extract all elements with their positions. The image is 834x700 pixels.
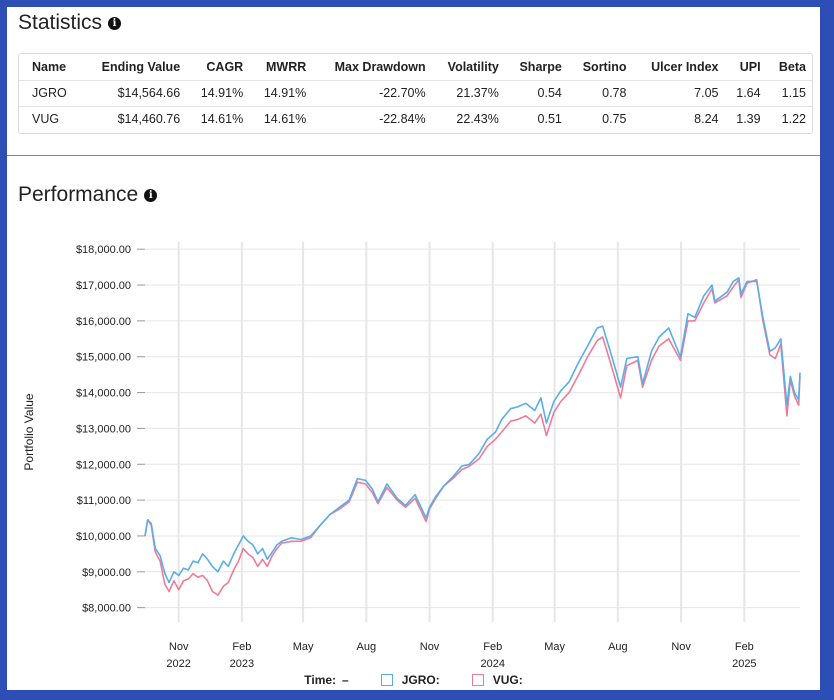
series-line-vug: [144, 278, 801, 596]
statistics-table-box: Name Ending Value CAGR MWRR Max Drawdown Vola…: [18, 53, 813, 134]
column-header[interactable]: CAGR: [206, 59, 244, 74]
table-cell: 0.51: [504, 105, 568, 132]
y-tick-label: $10,000.00: [76, 531, 131, 543]
y-tick-label: $11,000.00: [77, 495, 131, 507]
table-header-row: Name Ending Value CAGR MWRR Max Drawdown Vola…: [19, 54, 812, 80]
performance-title: Performance: [18, 183, 139, 206]
table-cell: 1.39: [724, 105, 767, 132]
table-cell: 0.75: [567, 105, 633, 132]
column-header[interactable]: Sharpe: [519, 59, 562, 74]
column-header[interactable]: Volatility: [447, 59, 499, 74]
table-cell: 14.91%: [249, 79, 313, 106]
table-body: JGRO $14,564.66 14.91% 14.91% -22.70% 21.37% 0…: [19, 79, 812, 132]
x-tick-year-label: 2022: [166, 658, 190, 667]
performance-chart[interactable]: Nov 2022 Feb 2023 May Aug Nov Feb 2024 May Aug Nov F…: [7, 222, 820, 667]
legend-vug-label[interactable]: VUG:: [492, 673, 523, 687]
legend-jgro-swatch[interactable]: [380, 674, 393, 686]
column-header[interactable]: Sortino: [582, 59, 627, 74]
statistics-header: Statistics i: [18, 11, 122, 35]
table-cell: 21.37%: [431, 79, 505, 106]
info-icon[interactable]: i: [144, 188, 158, 202]
table-cell: $14,460.76: [81, 105, 187, 132]
statistics-table: Name Ending Value CAGR MWRR Max Drawdown Vola…: [19, 54, 812, 132]
table-cell: 0.78: [567, 79, 633, 106]
x-tick-label: Feb: [483, 641, 502, 653]
table-cell: 1.64: [724, 79, 767, 106]
row-name-cell: VUG: [19, 105, 82, 132]
x-tick-label: Aug: [357, 641, 377, 653]
x-tick-label: Aug: [608, 641, 628, 653]
table-row: VUG $14,460.76 14.61% 14.61% -22.84% 22.43% 0.…: [19, 105, 812, 132]
column-header[interactable]: Beta: [778, 59, 806, 74]
column-header[interactable]: Ending Value: [101, 59, 181, 74]
performance-header: Performance i: [18, 183, 158, 207]
series-line-jgro: [144, 277, 801, 584]
y-tick-label: $9,000.00: [82, 567, 131, 579]
legend-jgro-label[interactable]: JGRO:: [401, 673, 440, 687]
table-cell: 14.61%: [186, 105, 250, 132]
x-tick-label: May: [544, 641, 565, 653]
table-row: JGRO $14,564.66 14.91% 14.91% -22.70% 21.37% 0…: [19, 79, 812, 106]
y-tick-label: $13,000.00: [76, 423, 131, 435]
table-cell: 0.54: [504, 79, 568, 106]
column-header[interactable]: Ulcer Index: [651, 59, 719, 74]
chart-legend: Time: – JGRO: VUG:: [7, 673, 820, 687]
table-cell: 1.15: [766, 79, 812, 106]
x-tick-year-label: 2023: [230, 658, 254, 667]
table-cell: 14.91%: [186, 79, 250, 106]
x-tick-label: Nov: [420, 641, 440, 653]
column-header[interactable]: MWRR: [265, 59, 307, 74]
x-tick-label: Nov: [169, 641, 189, 653]
y-tick-label: $18,000.00: [76, 244, 131, 256]
x-tick-label: Nov: [671, 641, 691, 653]
main-panel: Statistics i Name Ending Value CAGR MWRR Max…: [7, 7, 820, 690]
table-cell: -22.84%: [312, 105, 432, 132]
table-cell: $14,564.66: [81, 79, 187, 106]
table-cell: 14.61%: [249, 105, 313, 132]
y-tick-label: $15,000.00: [76, 352, 131, 364]
table-cell: 1.22: [766, 105, 812, 132]
legend-time-value: –: [342, 673, 349, 687]
y-tick-label: $12,000.00: [76, 459, 131, 471]
x-tick-year-label: 2025: [732, 658, 756, 667]
y-tick-label: $17,000.00: [76, 280, 131, 292]
y-axis-label: Portfolio Value: [22, 393, 36, 470]
x-tick-label: Feb: [232, 641, 251, 653]
x-tick-label: May: [293, 641, 314, 653]
table-cell: -22.70%: [312, 79, 432, 106]
table-cell: 22.43%: [431, 105, 505, 132]
y-tick-label: $16,000.00: [76, 316, 131, 328]
x-tick-year-label: 2024: [481, 658, 505, 667]
legend-vug-swatch[interactable]: [471, 674, 484, 686]
row-name-cell: JGRO: [19, 79, 82, 106]
y-tick-label: $14,000.00: [76, 388, 131, 400]
info-icon[interactable]: i: [108, 16, 122, 30]
column-header[interactable]: UPI: [739, 59, 761, 74]
section-divider: [7, 155, 820, 156]
legend-time-label: Time:: [304, 673, 337, 687]
table-cell: 7.05: [632, 79, 725, 106]
statistics-title: Statistics: [18, 11, 103, 34]
column-header[interactable]: Name: [32, 59, 67, 74]
x-tick-label: Feb: [735, 641, 754, 653]
table-cell: 8.24: [632, 105, 725, 132]
y-tick-label: $8,000.00: [82, 603, 131, 615]
column-header[interactable]: Max Drawdown: [334, 59, 426, 74]
